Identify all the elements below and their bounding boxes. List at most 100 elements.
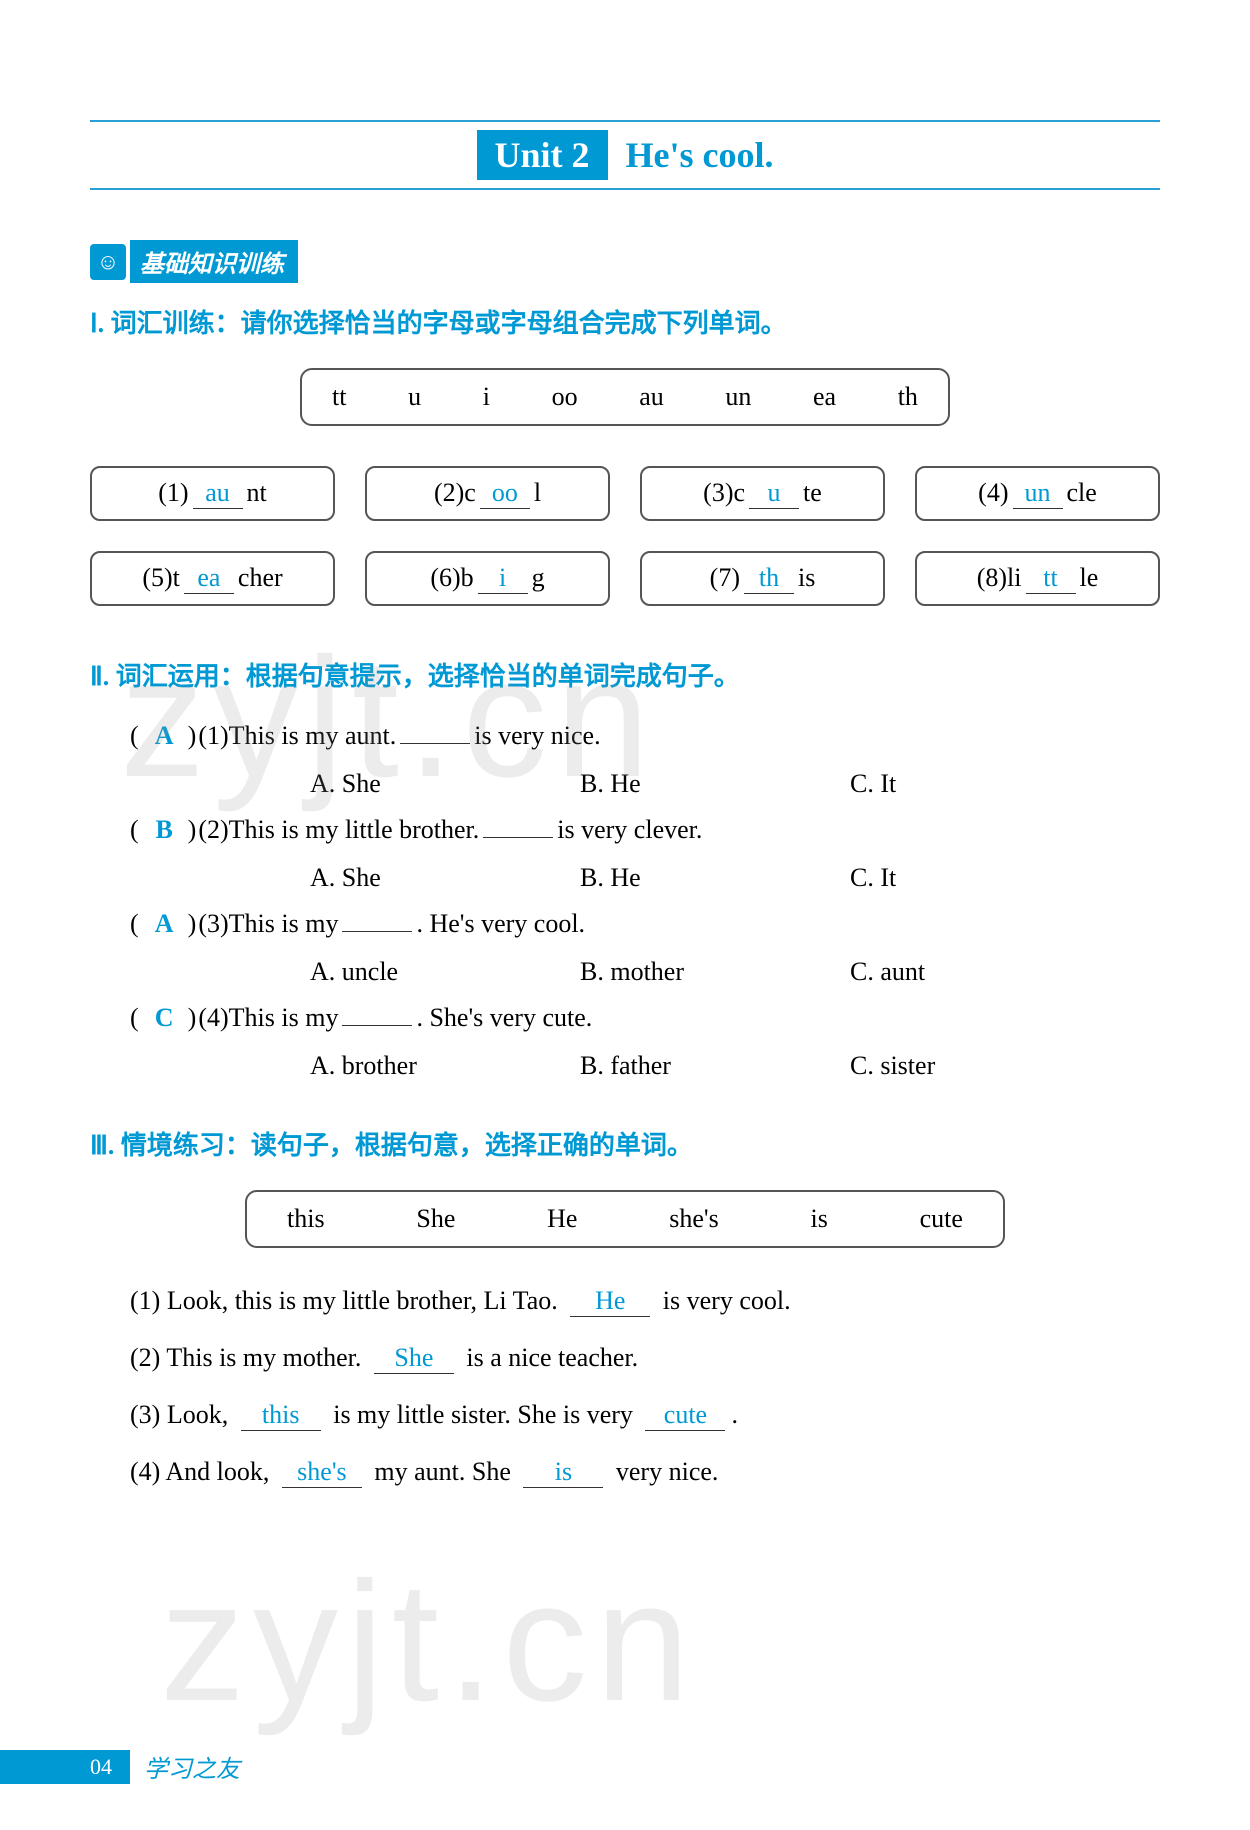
mcq-choice: C. It xyxy=(850,769,1120,799)
fill-text: . xyxy=(731,1400,738,1429)
fill-text: is very cool. xyxy=(656,1286,790,1315)
section3-word-bank: thisSheHeshe'siscute xyxy=(245,1190,1005,1248)
fill-answer: She xyxy=(374,1343,454,1374)
fill-num: (4) xyxy=(130,1457,165,1486)
blank-answer: u xyxy=(749,478,799,509)
section2-mcq-list: ( A ) (1) This is my aunt. is very nice.… xyxy=(130,721,1160,1081)
mcq-choices: A. SheB. HeC. It xyxy=(310,769,1160,799)
mcq-choice: A. brother xyxy=(310,1051,580,1081)
blank-cell: (7) this xyxy=(640,551,885,606)
mcq-num: (4) xyxy=(198,1003,228,1033)
paren-close: ) xyxy=(179,1003,198,1033)
mcq-question: ( B ) (2) This is my little brother. is … xyxy=(130,815,1160,845)
mcq-num: (3) xyxy=(198,909,228,939)
bank-item: au xyxy=(639,382,664,412)
section1-heading: Ⅰ. 词汇训练：请你选择恰当的字母或字母组合完成下列单词。 xyxy=(90,303,1160,340)
unit-title: He's cool. xyxy=(626,134,774,176)
section1-blanks-grid: (1) aunt(2) cool(3) cute(4) uncle(5) tea… xyxy=(90,466,1160,606)
blank-post: g xyxy=(532,563,545,593)
mcq-answer: B xyxy=(149,815,179,845)
mcq-blank xyxy=(342,1025,412,1026)
mcq-choice: A. She xyxy=(310,769,580,799)
paren-open: ( xyxy=(130,721,149,751)
section2-heading: Ⅱ. 词汇运用：根据句意提示，选择恰当的单词完成句子。 xyxy=(90,656,1160,693)
header-bottom-rule xyxy=(90,188,1160,190)
mcq-sentence-post: is very clever. xyxy=(557,815,702,845)
fill-text: is a nice teacher. xyxy=(460,1343,638,1372)
blank-answer: oo xyxy=(480,478,530,509)
mcq-question: ( A ) (1) This is my aunt. is very nice. xyxy=(130,721,1160,751)
blank-cell: (4) uncle xyxy=(915,466,1160,521)
bank-item: ea xyxy=(813,382,836,412)
blank-num: (1) xyxy=(158,478,188,508)
mcq-sentence-post: is very nice. xyxy=(474,721,600,751)
bank-item: she's xyxy=(669,1204,718,1234)
mcq-choices: A. SheB. HeC. It xyxy=(310,863,1160,893)
blank-cell: (3) cute xyxy=(640,466,885,521)
mcq-choice: A. uncle xyxy=(310,957,580,987)
bank-item: th xyxy=(898,382,918,412)
fill-text: is my little sister. She is very xyxy=(327,1400,640,1429)
blank-pre: c xyxy=(734,478,746,508)
blank-pre: li xyxy=(1007,563,1021,593)
paren-open: ( xyxy=(130,815,149,845)
fill-answer: is xyxy=(523,1457,603,1488)
fill-item: (3) Look, this is my little sister. She … xyxy=(130,1400,1160,1431)
blank-answer: au xyxy=(193,478,243,509)
blank-num: (6) xyxy=(430,563,460,593)
fill-item: (4) And look, she's my aunt. She is very… xyxy=(130,1457,1160,1488)
bank-item: this xyxy=(287,1204,325,1234)
unit-header: Unit 2 He's cool. xyxy=(90,130,1160,180)
mcq-sentence-pre: This is my aunt. xyxy=(229,721,397,751)
mcq-blank xyxy=(342,931,412,932)
section1-letter-bank: ttuiooauuneath xyxy=(300,368,950,426)
mcq-answer: A xyxy=(149,721,179,751)
fill-answer: she's xyxy=(282,1457,362,1488)
blank-post: le xyxy=(1080,563,1099,593)
blank-num: (5) xyxy=(142,563,172,593)
mcq-choice: A. She xyxy=(310,863,580,893)
mcq-item: ( A ) (1) This is my aunt. is very nice.… xyxy=(130,721,1160,799)
blank-answer: th xyxy=(744,563,794,594)
bank-item: tt xyxy=(332,382,346,412)
blank-post: cle xyxy=(1067,478,1097,508)
section3-heading: Ⅲ. 情境练习：读句子，根据句意，选择正确的单词。 xyxy=(90,1125,1160,1162)
bank-item: u xyxy=(408,382,421,412)
bank-item: cute xyxy=(920,1204,963,1234)
blank-post: cher xyxy=(238,563,283,593)
mcq-item: ( A ) (3) This is my . He's very cool.A.… xyxy=(130,909,1160,987)
watermark: zyjt.cn xyxy=(160,1544,698,1740)
mcq-sentence-post: . He's very cool. xyxy=(416,909,585,939)
footer-label: 学习之友 xyxy=(144,1749,240,1784)
mcq-num: (2) xyxy=(198,815,228,845)
mcq-choice: B. father xyxy=(580,1051,850,1081)
mcq-item: ( C ) (4) This is my . She's very cute.A… xyxy=(130,1003,1160,1081)
blank-post: is xyxy=(798,563,815,593)
blank-pre: c xyxy=(464,478,476,508)
paren-open: ( xyxy=(130,909,149,939)
page-footer: 04 学习之友 xyxy=(0,1749,240,1784)
section-banner: ☺ 基础知识训练 xyxy=(90,240,298,283)
blank-cell: (8) little xyxy=(915,551,1160,606)
section3-fill-list: (1) Look, this is my little brother, Li … xyxy=(130,1286,1160,1488)
mcq-choice: B. He xyxy=(580,769,850,799)
blank-answer: un xyxy=(1013,478,1063,509)
bank-item: i xyxy=(483,382,490,412)
blank-answer: tt xyxy=(1026,563,1076,594)
mcq-choice: C. aunt xyxy=(850,957,1120,987)
blank-post: nt xyxy=(247,478,267,508)
paren-open: ( xyxy=(130,1003,149,1033)
blank-answer: ea xyxy=(184,563,234,594)
blank-cell: (2) cool xyxy=(365,466,610,521)
blank-num: (8) xyxy=(977,563,1007,593)
mcq-item: ( B ) (2) This is my little brother. is … xyxy=(130,815,1160,893)
blank-num: (4) xyxy=(978,478,1008,508)
fill-answer: this xyxy=(241,1400,321,1431)
fill-num: (3) xyxy=(130,1400,167,1429)
fill-item: (2) This is my mother. She is a nice tea… xyxy=(130,1343,1160,1374)
blank-num: (2) xyxy=(434,478,464,508)
blank-answer: i xyxy=(478,563,528,594)
fill-text: Look, this is my little brother, Li Tao. xyxy=(167,1286,564,1315)
bank-item: He xyxy=(547,1204,577,1234)
blank-cell: (1) aunt xyxy=(90,466,335,521)
